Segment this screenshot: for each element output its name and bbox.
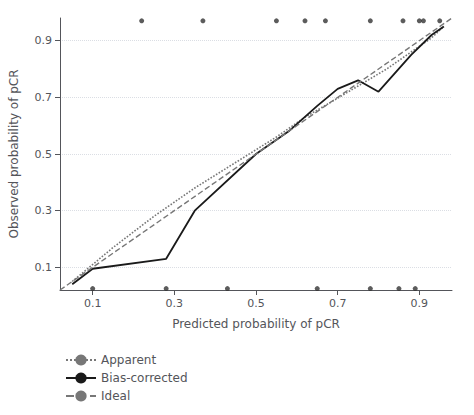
svg-text:0.7: 0.7 xyxy=(35,91,53,104)
svg-text:0.5: 0.5 xyxy=(35,148,53,161)
svg-text:0.7: 0.7 xyxy=(329,297,347,310)
svg-text:0.3: 0.3 xyxy=(166,297,184,310)
svg-text:Ideal: Ideal xyxy=(101,389,130,403)
svg-text:0.5: 0.5 xyxy=(247,297,265,310)
svg-text:0.1: 0.1 xyxy=(84,297,102,310)
svg-text:0.9: 0.9 xyxy=(35,34,53,47)
svg-text:Observed probability of pCR: Observed probability of pCR xyxy=(7,69,21,238)
svg-text:Apparent: Apparent xyxy=(101,353,156,367)
svg-text:Bias-corrected: Bias-corrected xyxy=(101,371,188,385)
svg-text:0.9: 0.9 xyxy=(411,297,429,310)
svg-text:Predicted probability of pCR: Predicted probability of pCR xyxy=(172,317,340,331)
svg-text:0.3: 0.3 xyxy=(35,204,53,217)
svg-text:0.1: 0.1 xyxy=(35,261,53,274)
